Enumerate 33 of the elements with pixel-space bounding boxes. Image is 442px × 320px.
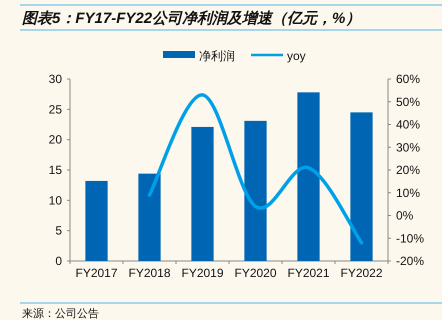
y2-tick-label: -10% bbox=[396, 231, 424, 246]
source-note: 来源：公司公告 bbox=[22, 307, 99, 320]
bar bbox=[191, 126, 214, 261]
y-tick-label: 20 bbox=[48, 132, 62, 147]
y2-tick-label: 60% bbox=[396, 72, 420, 86]
bar bbox=[244, 120, 267, 261]
x-tick-label: FY2017 bbox=[75, 266, 118, 280]
y-tick-label: 5 bbox=[55, 224, 62, 238]
y-tick-label: 25 bbox=[48, 102, 62, 116]
bar bbox=[350, 112, 373, 261]
legend-label: 净利润 bbox=[199, 49, 235, 63]
chart-title: 图表5：FY17-FY22公司净利润及增速（亿元，%） bbox=[22, 9, 360, 27]
y2-tick-label: 40% bbox=[396, 118, 420, 132]
bar bbox=[138, 174, 161, 261]
y2-tick-label: 10% bbox=[396, 186, 420, 200]
legend-label: yoy bbox=[287, 49, 306, 63]
y2-tick-label: 50% bbox=[396, 94, 420, 109]
y-tick-label: 15 bbox=[48, 163, 62, 177]
x-tick-label: FY2018 bbox=[128, 266, 171, 280]
y-tick-label: 30 bbox=[48, 72, 62, 86]
y-tick-label: 10 bbox=[48, 193, 62, 208]
x-tick-label: FY2022 bbox=[340, 266, 383, 280]
y-tick-label: 0 bbox=[55, 254, 62, 268]
bar bbox=[297, 92, 320, 261]
x-tick-label: FY2020 bbox=[234, 266, 277, 280]
x-tick-label: FY2019 bbox=[181, 266, 224, 280]
y2-tick-label: 20% bbox=[396, 163, 420, 177]
bar bbox=[85, 180, 108, 261]
y2-tick-label: -20% bbox=[396, 254, 424, 268]
y2-tick-label: 30% bbox=[396, 140, 420, 154]
x-tick-label: FY2021 bbox=[287, 266, 330, 280]
y2-tick-label: 0% bbox=[396, 208, 414, 222]
line-series bbox=[148, 93, 364, 245]
